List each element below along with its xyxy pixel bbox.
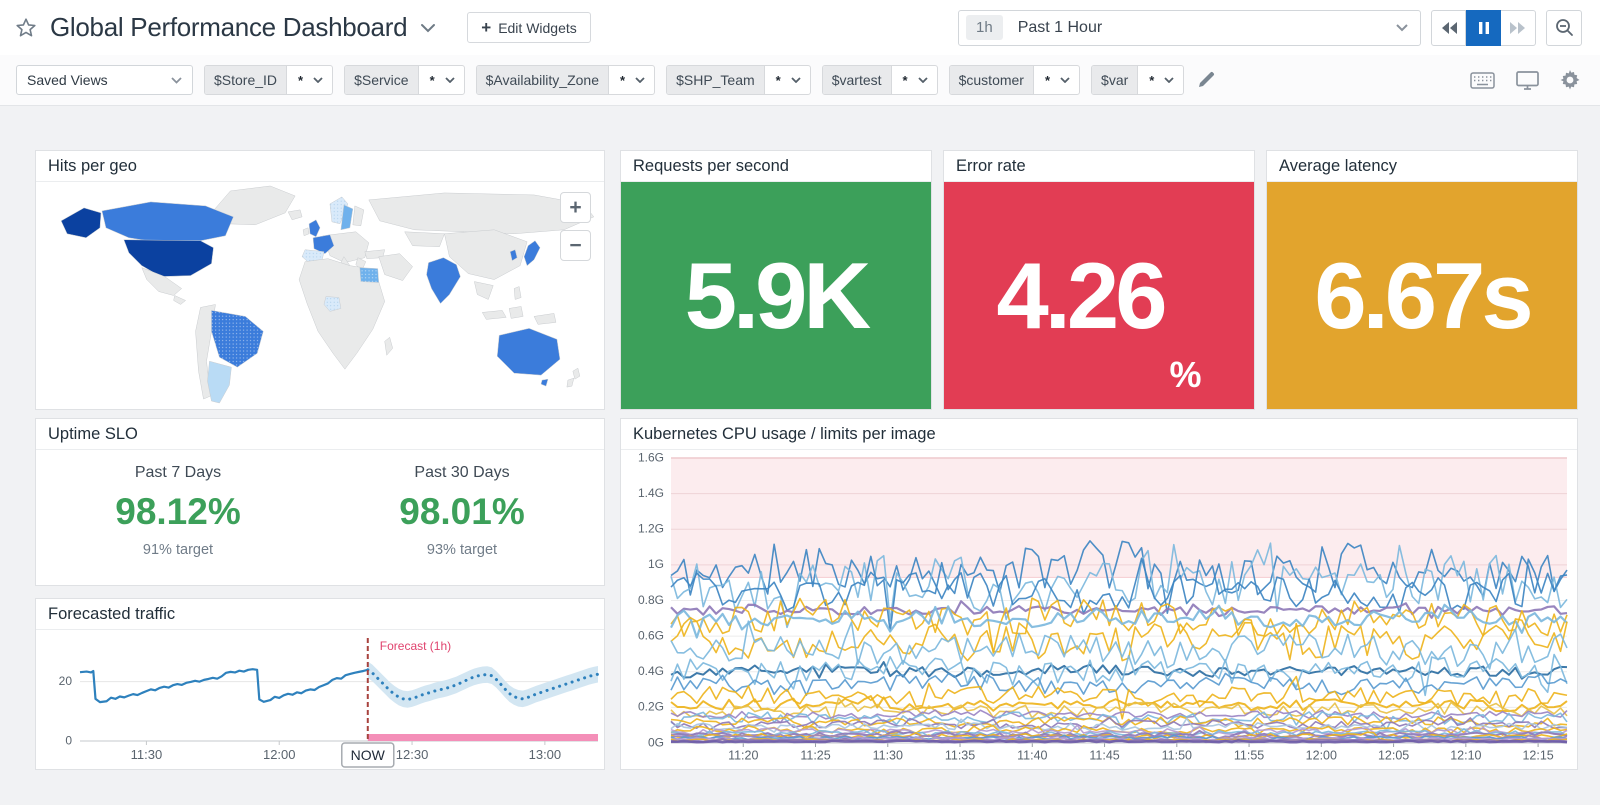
widget-title: Forecasted traffic (36, 599, 604, 630)
variable-name: $Store_ID (205, 66, 288, 94)
zoom-out-button[interactable] (1546, 9, 1582, 46)
slo-column-7d: Past 7 Days 98.12% 91% target (36, 464, 320, 585)
template-variable-pill[interactable]: $customer * (948, 65, 1081, 95)
variable-value: * (775, 72, 781, 88)
saved-views-dropdown[interactable]: Saved Views (16, 65, 193, 95)
favorite-star-icon[interactable] (14, 16, 38, 40)
chevron-down-icon (1158, 77, 1183, 83)
rewind-button[interactable] (1431, 9, 1466, 46)
variable-name: $Availability_Zone (476, 66, 610, 94)
template-variable-pill[interactable]: $SHP_Team * (666, 65, 811, 95)
template-variables: $Store_ID * $Service * $Availability_Zone * $S… (204, 65, 1185, 95)
playback-controls (1431, 9, 1536, 46)
template-variable-pill[interactable]: $Store_ID * (204, 65, 334, 95)
map-zoom-out-button[interactable]: − (560, 230, 591, 261)
variable-value: * (298, 72, 304, 88)
forecast-line-chart[interactable] (36, 630, 604, 769)
dashboard-page: Global Performance Dashboard + Edit Widg… (0, 0, 1600, 770)
variable-value: * (429, 72, 435, 88)
widget-forecasted-traffic: Forecasted traffic (35, 598, 605, 770)
widget-requests-per-second: Requests per second 5.9K (620, 150, 932, 410)
world-choropleth-map[interactable] (36, 182, 604, 409)
variable-name: $customer (949, 66, 1034, 94)
forward-button[interactable] (1501, 9, 1536, 46)
pause-button[interactable] (1466, 9, 1501, 46)
widget-average-latency: Average latency 6.67s (1266, 150, 1578, 410)
page-title: Global Performance Dashboard (50, 12, 408, 42)
dashboard-grid: Hits per geo (0, 106, 1600, 770)
chevron-down-icon (912, 77, 937, 83)
time-range-selector[interactable]: 1h Past 1 Hour (958, 9, 1421, 46)
edit-widgets-button[interactable]: + Edit Widgets (467, 12, 591, 43)
variable-name: $var (1092, 66, 1139, 94)
slo-target: 93% target (426, 542, 498, 558)
template-variable-pill[interactable]: $vartest * (821, 65, 938, 95)
chevron-down-icon (1054, 77, 1079, 83)
keyboard-shortcuts-icon[interactable] (1468, 70, 1497, 91)
variable-name: $vartest (822, 66, 892, 94)
template-variable-pill[interactable]: $Availability_Zone * (475, 65, 656, 95)
unit-label: % (1169, 354, 1202, 395)
widget-title: Average latency (1267, 151, 1577, 182)
map-zoom-in-button[interactable]: + (560, 192, 591, 223)
widget-title: Error rate (944, 151, 1254, 182)
slo-value: 98.12% (115, 491, 241, 532)
widget-hits-per-geo: Hits per geo (35, 150, 605, 410)
chevron-down-icon (439, 77, 464, 83)
variable-value: * (620, 72, 626, 88)
filter-bar: Saved Views $Store_ID * $Service * $Availabi… (0, 55, 1600, 106)
variable-name: $Service (345, 66, 419, 94)
chevron-down-icon (629, 77, 654, 83)
saved-views-label: Saved Views (27, 72, 108, 88)
kubernetes-timeseries-chart[interactable] (621, 450, 1577, 769)
plus-icon: + (481, 18, 492, 37)
widget-title: Uptime SLO (36, 419, 604, 450)
time-range-badge: 1h (966, 15, 1003, 40)
query-value-tiles: Requests per second 5.9K Error rate 4.26… (620, 150, 1578, 410)
widget-kubernetes-cpu: Kubernetes CPU usage / limits per image (620, 418, 1578, 770)
template-variable-pill[interactable]: $Service * (344, 65, 465, 95)
widget-uptime-slo: Uptime SLO Past 7 Days 98.12% 91% target… (35, 418, 605, 586)
chevron-down-icon (1396, 19, 1408, 37)
widget-error-rate: Error rate 4.26% (943, 150, 1255, 410)
slo-column-30d: Past 30 Days 98.01% 93% target (320, 464, 604, 585)
settings-gear-icon[interactable] (1558, 68, 1582, 92)
slo-period: Past 30 Days (414, 464, 510, 481)
edit-widgets-label: Edit Widgets (498, 19, 577, 36)
variable-value: * (902, 72, 908, 88)
slo-period: Past 7 Days (134, 464, 222, 481)
widget-title: Kubernetes CPU usage / limits per image (621, 419, 1577, 450)
variable-value: * (1044, 72, 1051, 88)
title-chevron-down-icon[interactable] (415, 20, 441, 36)
template-variable-pill[interactable]: $var * (1091, 65, 1185, 95)
slo-value: 98.01% (399, 491, 525, 532)
query-value: 5.9K (621, 182, 931, 409)
query-value: 6.67s (1267, 182, 1577, 409)
widget-title: Hits per geo (36, 151, 604, 182)
tv-mode-icon[interactable] (1514, 69, 1541, 92)
chevron-down-icon (307, 77, 332, 83)
chevron-down-icon (171, 76, 182, 84)
variable-value: * (1149, 72, 1155, 88)
variable-name: $SHP_Team (667, 66, 765, 94)
chevron-down-icon (785, 77, 810, 83)
top-header: Global Performance Dashboard + Edit Widg… (0, 0, 1600, 55)
slo-target: 91% target (142, 542, 214, 558)
query-value: 4.26% (944, 182, 1254, 409)
widget-title: Requests per second (621, 151, 931, 182)
edit-variables-pencil-icon[interactable] (1195, 69, 1217, 91)
time-range-label: Past 1 Hour (1017, 18, 1103, 36)
